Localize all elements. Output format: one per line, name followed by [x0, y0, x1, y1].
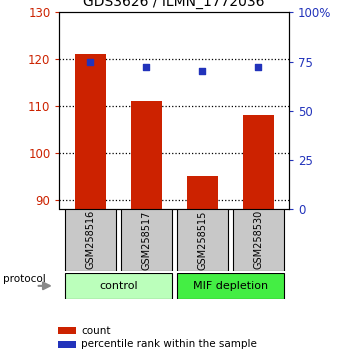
Text: count: count: [82, 326, 111, 336]
Text: GSM258515: GSM258515: [197, 210, 207, 269]
Bar: [65, 273, 172, 299]
Bar: [58, 327, 76, 334]
Bar: [58, 341, 76, 348]
Bar: [177, 209, 228, 271]
Text: protocol: protocol: [3, 274, 46, 284]
Title: GDS3626 / ILMN_1772036: GDS3626 / ILMN_1772036: [84, 0, 265, 8]
Text: percentile rank within the sample: percentile rank within the sample: [82, 339, 257, 349]
Point: [88, 59, 93, 64]
Bar: [187, 176, 218, 209]
Text: GSM258530: GSM258530: [253, 210, 263, 269]
Bar: [65, 209, 116, 271]
Bar: [243, 115, 274, 209]
Point: [255, 64, 261, 70]
Text: MIF depletion: MIF depletion: [193, 281, 268, 291]
Bar: [121, 209, 172, 271]
Text: control: control: [99, 281, 138, 291]
Text: GSM258517: GSM258517: [141, 210, 151, 269]
Bar: [233, 209, 284, 271]
Text: GSM258516: GSM258516: [85, 210, 95, 269]
Bar: [177, 273, 284, 299]
Point: [143, 64, 149, 70]
Bar: [75, 55, 106, 209]
Bar: [131, 101, 162, 209]
Point: [200, 69, 205, 74]
